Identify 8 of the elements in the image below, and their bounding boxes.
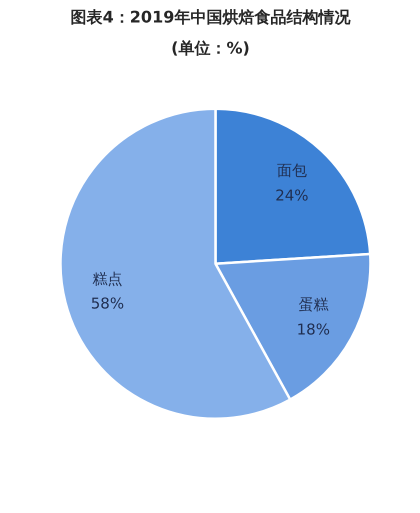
slice-label: 面包 [276, 162, 307, 180]
data-label: 18% [296, 320, 330, 338]
data-label: 58% [90, 294, 124, 313]
slice-label: 糕点 [92, 270, 122, 288]
chart-title: 图表4：2019年中国烘焙食品结构情况 [70, 8, 352, 26]
data-label: 24% [275, 186, 309, 204]
chart-subtitle: (单位：%) [171, 38, 250, 58]
slice-label: 蛋糕 [298, 296, 328, 314]
